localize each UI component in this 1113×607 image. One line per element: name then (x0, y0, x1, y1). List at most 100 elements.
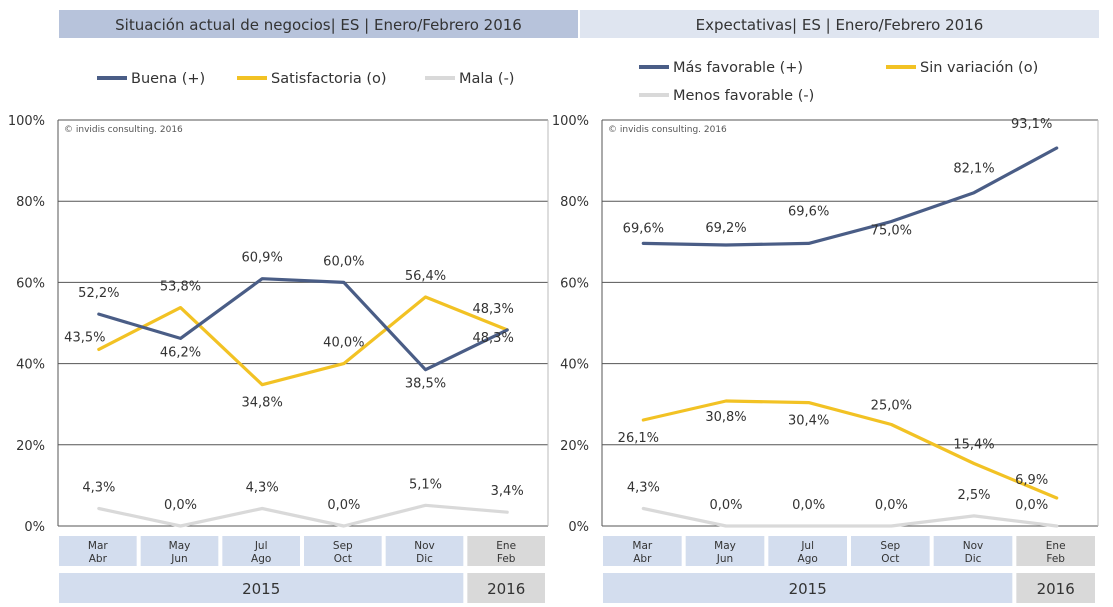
copyright-note: © invidis consulting. 2016 (608, 125, 727, 135)
category-label-top: Mar (88, 540, 108, 552)
year-label: 2016 (487, 580, 525, 598)
category-label-bottom: Jun (716, 553, 733, 565)
data-label: 69,6% (788, 204, 829, 219)
category-label-bottom: Feb (497, 553, 516, 565)
series-line-2 (641, 399, 1059, 500)
category-label-bottom: Oct (881, 553, 899, 565)
category-box (685, 536, 765, 566)
data-label: 40,0% (323, 336, 364, 351)
category-box (851, 536, 930, 566)
category-box (222, 536, 300, 566)
data-label: 0,0% (327, 498, 360, 513)
category-label-top: Mar (632, 540, 652, 552)
data-label: 5,1% (409, 477, 442, 492)
y-tick-label: 80% (16, 195, 45, 210)
data-label: 3,4% (491, 484, 524, 499)
y-tick-label: 100% (552, 114, 589, 129)
category-label-bottom: Jun (170, 553, 187, 565)
legend-label-1: Buena (+) (131, 71, 205, 87)
data-label: 4,3% (82, 481, 115, 496)
series-line-2 (97, 295, 509, 387)
data-label: 0,0% (1015, 498, 1048, 513)
category-label-bottom: Ago (798, 553, 818, 565)
y-tick-label: 80% (560, 195, 589, 210)
chart-1: Situación actual de negocios| ES | Enero… (8, 10, 578, 603)
chart-title: Situación actual de negocios| ES | Enero… (115, 16, 522, 34)
category-label-bottom: Oct (334, 553, 352, 565)
data-label: 48,3% (473, 331, 514, 346)
data-label: 0,0% (875, 498, 908, 513)
category-label-top: Nov (414, 540, 435, 552)
data-label: 75,0% (871, 224, 912, 239)
data-label: 69,2% (705, 221, 746, 236)
category-box (467, 536, 545, 566)
data-label: 34,8% (242, 396, 283, 411)
y-tick-label: 60% (16, 276, 45, 291)
chart-2: Expectativas| ES | Enero/Febrero 2016 Más… (552, 10, 1099, 603)
category-label-top: May (714, 540, 736, 552)
data-label: 43,5% (64, 330, 105, 345)
data-label: 26,1% (618, 431, 659, 446)
legend-label-3: Menos favorable (-) (673, 88, 814, 104)
category-label-top: Ene (1046, 540, 1066, 552)
data-label: 30,8% (705, 410, 746, 425)
data-label: 60,0% (323, 254, 364, 269)
category-box (933, 536, 1013, 566)
data-label: 52,2% (78, 286, 119, 301)
category-label-top: Ene (496, 540, 516, 552)
data-label: 46,2% (160, 345, 201, 360)
y-tick-label: 40% (560, 358, 589, 373)
y-tick-label: 20% (16, 439, 45, 454)
category-label-bottom: Abr (633, 553, 652, 565)
y-tick-label: 60% (560, 276, 589, 291)
chart-title-bar (580, 10, 1099, 38)
y-tick-label: 40% (16, 358, 45, 373)
year-label: 2015 (789, 580, 827, 598)
data-label: 82,1% (953, 162, 994, 177)
category-box (59, 536, 137, 566)
series-line-1 (97, 277, 509, 372)
category-box (768, 536, 847, 566)
data-label: 25,0% (871, 399, 912, 414)
category-label-bottom: Ago (251, 553, 271, 565)
category-label-bottom: Abr (89, 553, 108, 565)
chart-title-bar (59, 10, 578, 38)
data-label: 0,0% (709, 498, 742, 513)
category-box (1016, 536, 1095, 566)
chart-title: Expectativas| ES | Enero/Febrero 2016 (696, 16, 984, 34)
series-line-3 (641, 506, 1059, 528)
year-label: 2016 (1037, 580, 1075, 598)
category-label-top: Nov (963, 540, 984, 552)
data-label: 0,0% (164, 498, 197, 513)
data-label: 93,1% (1011, 117, 1052, 132)
y-tick-label: 100% (8, 114, 45, 129)
data-label: 53,8% (160, 280, 201, 295)
year-label: 2015 (242, 580, 280, 598)
data-label: 4,3% (246, 481, 279, 496)
year-box (59, 573, 464, 603)
y-tick-label: 20% (560, 439, 589, 454)
year-box (1016, 573, 1095, 603)
data-label: 0,0% (792, 498, 825, 513)
copyright-note: © invidis consulting. 2016 (64, 125, 183, 135)
data-label: 38,5% (405, 377, 446, 392)
y-tick-label: 0% (568, 520, 589, 535)
series-line-3 (97, 503, 509, 528)
category-box (603, 536, 682, 566)
category-box (304, 536, 382, 566)
data-label: 4,3% (627, 481, 660, 496)
category-label-top: May (169, 540, 191, 552)
data-label: 69,6% (623, 221, 664, 236)
data-label: 30,4% (788, 414, 829, 429)
year-box (603, 573, 1013, 603)
category-label-top: Jul (254, 540, 268, 552)
category-label-bottom: Feb (1046, 553, 1065, 565)
category-box (140, 536, 219, 566)
category-label-top: Jul (800, 540, 814, 552)
data-label: 6,9% (1015, 473, 1048, 488)
category-label-top: Sep (333, 540, 353, 552)
data-label: 15,4% (953, 437, 994, 452)
category-box (385, 536, 464, 566)
y-tick-label: 0% (24, 520, 45, 535)
